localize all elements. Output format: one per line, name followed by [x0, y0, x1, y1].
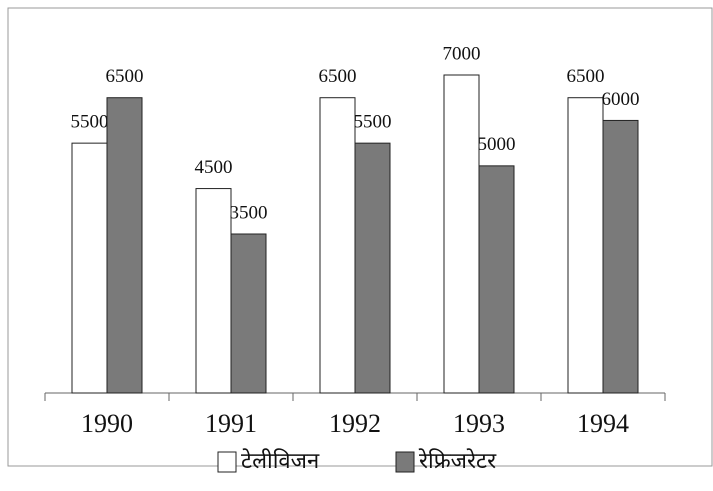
data-label: 6500 — [567, 66, 605, 87]
data-label: 5500 — [71, 112, 109, 133]
data-label: 5000 — [478, 134, 516, 155]
x-tick-label: 1993 — [453, 409, 505, 438]
x-tick-label: 1994 — [577, 409, 629, 438]
data-label: 6000 — [602, 89, 640, 110]
legend-swatch — [217, 451, 237, 473]
x-tick-label: 1991 — [205, 409, 257, 438]
bar — [354, 142, 391, 394]
x-tick-label: 1990 — [81, 409, 133, 438]
legend-swatch — [395, 451, 415, 473]
data-label: 4500 — [195, 157, 233, 178]
bar — [319, 97, 356, 394]
x-tick-label: 1992 — [329, 409, 381, 438]
bar — [230, 233, 267, 394]
bar — [602, 119, 639, 394]
data-label: 6500 — [319, 66, 357, 87]
bar — [71, 142, 108, 394]
legend-label: टेलीविजन — [241, 448, 320, 474]
data-label: 5500 — [354, 112, 392, 133]
chart-frame — [7, 7, 713, 467]
data-label: 7000 — [443, 43, 481, 64]
data-label: 6500 — [106, 66, 144, 87]
legend-label: रेफ्रिजरेटर — [418, 448, 497, 474]
bar — [443, 74, 480, 394]
data-label: 3500 — [230, 202, 268, 223]
bar — [478, 165, 515, 394]
bar — [567, 97, 604, 394]
bar — [195, 188, 232, 394]
bar — [106, 97, 143, 394]
